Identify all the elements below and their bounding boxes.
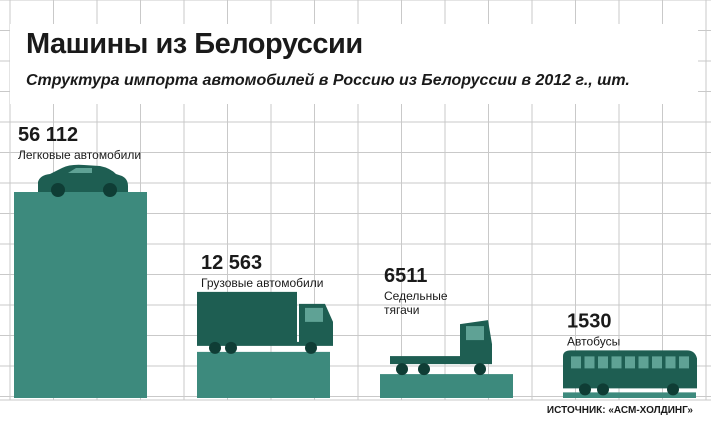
category-label: Грузовые автомобили [201,276,323,290]
category-label: тягачи [384,303,419,317]
value-label: 56 112 [18,124,78,146]
bar-group: 12 563 Грузовые автомобили [197,252,333,398]
category-label: Легковые автомобили [18,148,141,162]
value-label: 1530 [567,310,612,332]
title-box: Машины из Белоруссии Структура импорта а… [10,24,698,104]
value-label: 6511 [384,265,427,287]
category-label: Автобусы [567,334,620,348]
source-note: ИСТОЧНИК: «АСМ-ХОЛДИНГ» [544,404,695,417]
bus-icon [563,350,697,396]
bar-group: 56 112 Легковые автомобили [14,124,147,398]
bar [563,392,696,398]
bar-group: 1530 Автобусы [563,310,697,398]
truck-icon [197,291,333,354]
car-icon [38,164,128,197]
chart-title: Машины из Белоруссии [26,28,363,60]
bar [380,374,513,398]
bar [197,351,330,398]
bar [14,192,147,398]
chart-subtitle: Структура импорта автомобилей в Россию и… [26,72,630,89]
value-label: 12 563 [201,252,262,274]
category-label: Седельные [384,289,448,303]
tractor-unit-icon [390,320,492,376]
